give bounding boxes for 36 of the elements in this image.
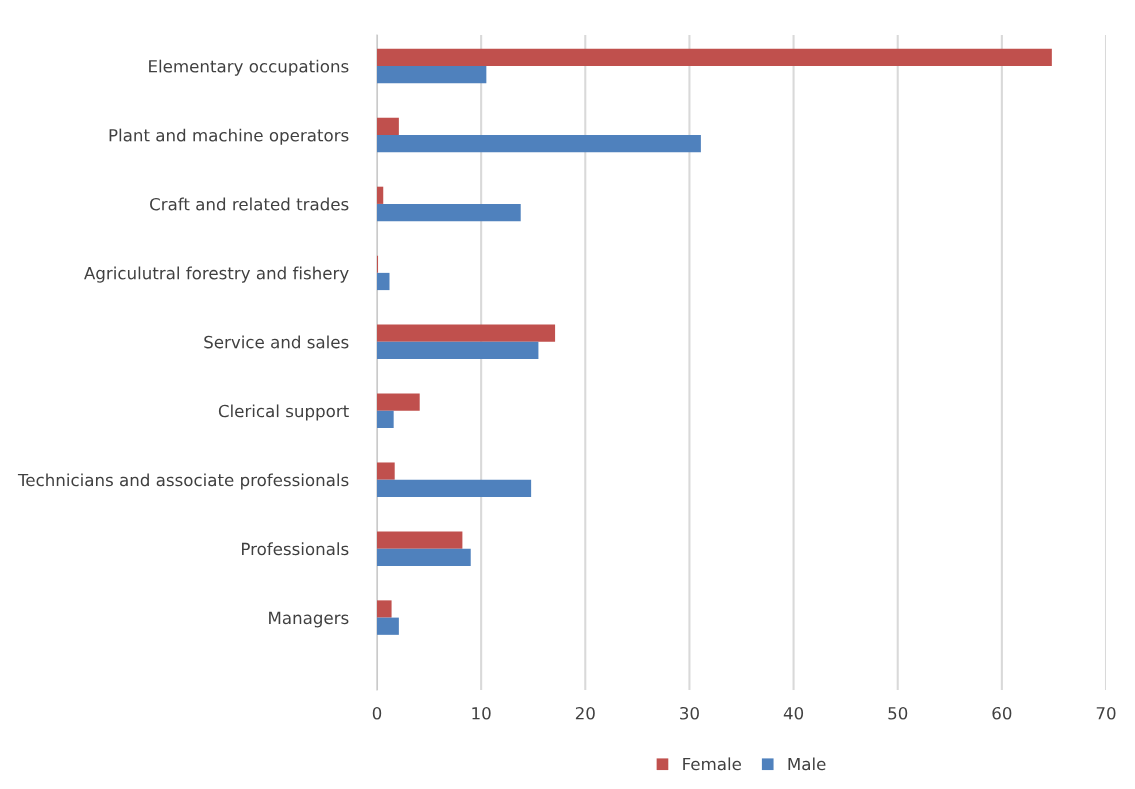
legend-label: Male [788,757,826,771]
x-tick-label: 30 [680,706,699,720]
y-tick-label: Plant and machine operators [109,128,349,145]
bar [377,479,532,497]
bar [377,462,395,480]
bar [377,617,399,635]
bar [377,531,463,549]
bar [377,203,521,222]
legend-label: Female [683,757,741,771]
bar [377,324,556,342]
x-tick-label: 50 [888,706,908,720]
x-tick-label: 10 [472,706,491,720]
bar [377,548,471,566]
y-tick-label: Technicians and associate professionals [17,473,349,490]
y-tick-label: Service and sales [204,335,349,349]
x-tick-label: 20 [575,706,595,720]
y-tick-label: Craft and related trades [150,197,349,211]
x-tick-label: 0 [372,706,382,720]
bar [377,341,539,360]
y-tick-label: Agriculutral forestry and fishery [84,266,349,283]
bar [377,66,487,84]
bar [377,186,384,204]
bar [377,134,701,153]
bar [377,272,390,291]
y-tick-label: Clerical support [218,404,349,421]
bar [377,117,399,135]
bar [377,393,420,411]
bar [377,600,392,618]
y-tick-label: Professionals [242,542,349,556]
x-tick-label: 70 [1096,706,1116,720]
x-tick-label: 60 [992,706,1012,720]
y-tick-label: Elementary occupations [149,59,349,76]
x-tick-label: 40 [783,706,804,720]
y-tick-label: Managers [269,611,349,628]
bar [377,410,394,428]
bar [377,48,1052,67]
